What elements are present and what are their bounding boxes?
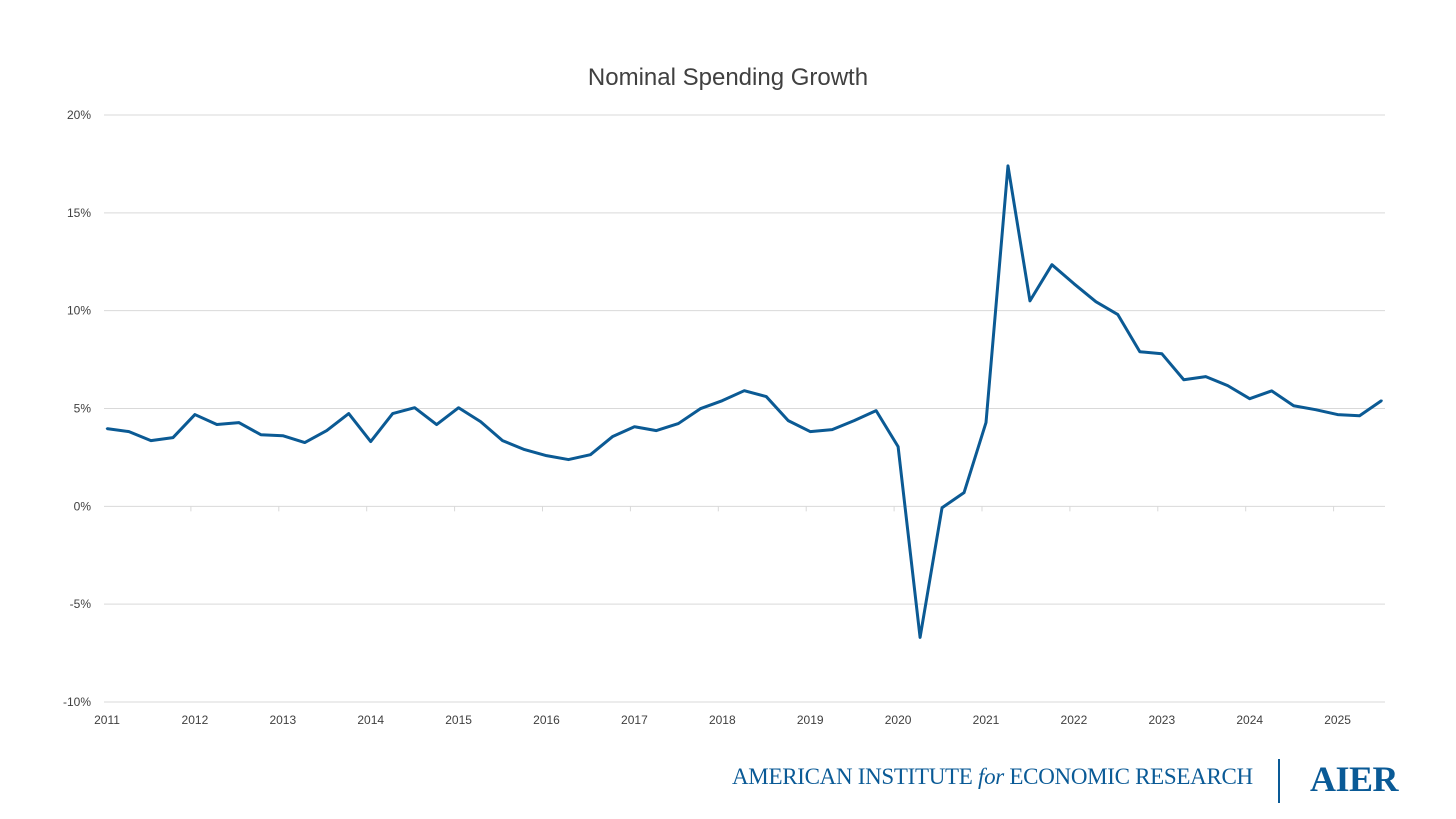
- data-point: [1380, 399, 1383, 402]
- data-point: [787, 419, 790, 422]
- data-point: [940, 506, 944, 509]
- data-point: [1050, 263, 1054, 266]
- data-point: [1248, 397, 1251, 400]
- data-point: [259, 433, 263, 436]
- y-tick-label: -10%: [63, 695, 91, 709]
- data-point: [347, 412, 350, 415]
- x-tick-label: 2012: [182, 713, 209, 727]
- x-tick-label: 2021: [973, 713, 1000, 727]
- data-point: [1292, 404, 1295, 407]
- data-point: [391, 412, 394, 415]
- x-tick-label: 2017: [621, 713, 648, 727]
- data-point: [699, 407, 702, 410]
- data-point: [984, 421, 988, 424]
- data-point: [633, 425, 636, 428]
- y-tick-label: -5%: [70, 597, 92, 611]
- x-tick-label: 2020: [885, 713, 912, 727]
- data-point: [1072, 282, 1076, 285]
- logo-divider: [1278, 759, 1280, 803]
- data-point: [721, 399, 724, 402]
- x-tick-label: 2014: [357, 713, 384, 727]
- data-point: [1270, 389, 1273, 393]
- data-point: [677, 422, 680, 425]
- org-name-part: AMERICAN INSTITUTE: [732, 764, 978, 789]
- data-point: [874, 409, 878, 412]
- data-point: [237, 421, 241, 424]
- series-line: [106, 164, 1383, 639]
- data-point: [1138, 350, 1142, 353]
- y-tick-label: 10%: [67, 304, 91, 318]
- data-point: [281, 434, 284, 437]
- data-point: [215, 423, 219, 426]
- x-tick-label: 2018: [709, 713, 736, 727]
- x-tick-label: 2016: [533, 713, 560, 727]
- y-tick-label: 0%: [74, 499, 92, 513]
- data-point: [105, 427, 109, 430]
- data-point: [1094, 300, 1098, 303]
- x-tick-label: 2013: [269, 713, 296, 727]
- data-point: [1028, 299, 1032, 303]
- data-point: [567, 458, 570, 461]
- data-point: [1314, 408, 1317, 411]
- data-point: [193, 413, 197, 416]
- data-point: [1182, 378, 1185, 381]
- data-point: [1336, 413, 1339, 416]
- data-point: [743, 389, 746, 392]
- data-point: [918, 636, 922, 639]
- data-point: [852, 419, 856, 422]
- data-point: [1226, 384, 1229, 387]
- x-tick-label: 2022: [1061, 713, 1088, 727]
- data-point: [523, 448, 526, 451]
- data-point: [369, 440, 372, 443]
- data-point: [809, 430, 812, 433]
- data-point: [149, 439, 153, 442]
- data-point: [171, 436, 175, 439]
- data-point: [1116, 313, 1120, 316]
- data-point: [457, 406, 460, 409]
- data-point: [655, 429, 658, 432]
- data-point: [479, 420, 482, 423]
- data-point: [545, 454, 548, 457]
- data-point: [611, 435, 614, 438]
- data-point: [1006, 164, 1010, 168]
- x-tick-label: 2024: [1236, 713, 1263, 727]
- org-name-part: for: [978, 764, 1004, 789]
- y-tick-label: 20%: [67, 108, 91, 122]
- org-name-part: ECONOMIC RESEARCH: [1003, 764, 1253, 789]
- x-tick-label: 2023: [1148, 713, 1175, 727]
- data-point: [1204, 375, 1207, 378]
- data-point: [127, 430, 131, 433]
- chart-title: Nominal Spending Growth: [587, 64, 869, 91]
- org-name-logo: AMERICAN INSTITUTE for ECONOMIC RESEARCH: [732, 764, 1253, 790]
- x-tick-label: 2019: [797, 713, 824, 727]
- data-point: [962, 491, 966, 494]
- org-acronym-logo: AIER: [1310, 759, 1399, 799]
- data-point: [501, 439, 504, 442]
- data-point: [1160, 352, 1164, 355]
- x-tick-label: 2011: [94, 713, 120, 727]
- data-point: [830, 428, 834, 431]
- y-tick-label: 15%: [67, 206, 91, 220]
- data-point: [1358, 414, 1361, 417]
- data-point: [325, 429, 328, 432]
- data-point: [303, 441, 306, 444]
- data-point: [765, 395, 768, 398]
- data-point: [896, 445, 900, 448]
- y-tick-label: 5%: [74, 402, 92, 416]
- data-point: [589, 453, 592, 456]
- x-tick-label: 2025: [1324, 713, 1351, 727]
- x-tick-label: 2015: [445, 713, 472, 727]
- data-point: [413, 406, 416, 409]
- data-point: [435, 423, 438, 426]
